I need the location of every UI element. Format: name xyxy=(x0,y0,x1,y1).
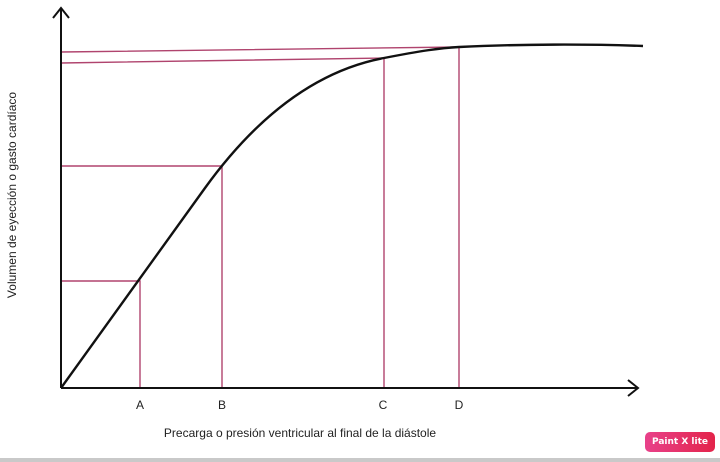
y-axis-label: Volumen de eyección o gasto cardíaco xyxy=(5,92,19,298)
watermark-badge: Paint X lite xyxy=(645,432,715,452)
guide-a xyxy=(61,280,141,388)
bottom-divider xyxy=(0,458,720,462)
point-label-c: C xyxy=(379,398,388,412)
y-axis xyxy=(52,6,70,388)
point-label-b: B xyxy=(218,398,226,412)
point-label-a: A xyxy=(136,398,144,412)
guide-d xyxy=(60,46,460,388)
x-axis xyxy=(61,379,640,397)
performance-curve xyxy=(60,43,644,389)
x-axis-label: Precarga o presión ventricular al final … xyxy=(164,426,436,440)
point-label-d: D xyxy=(455,398,464,412)
